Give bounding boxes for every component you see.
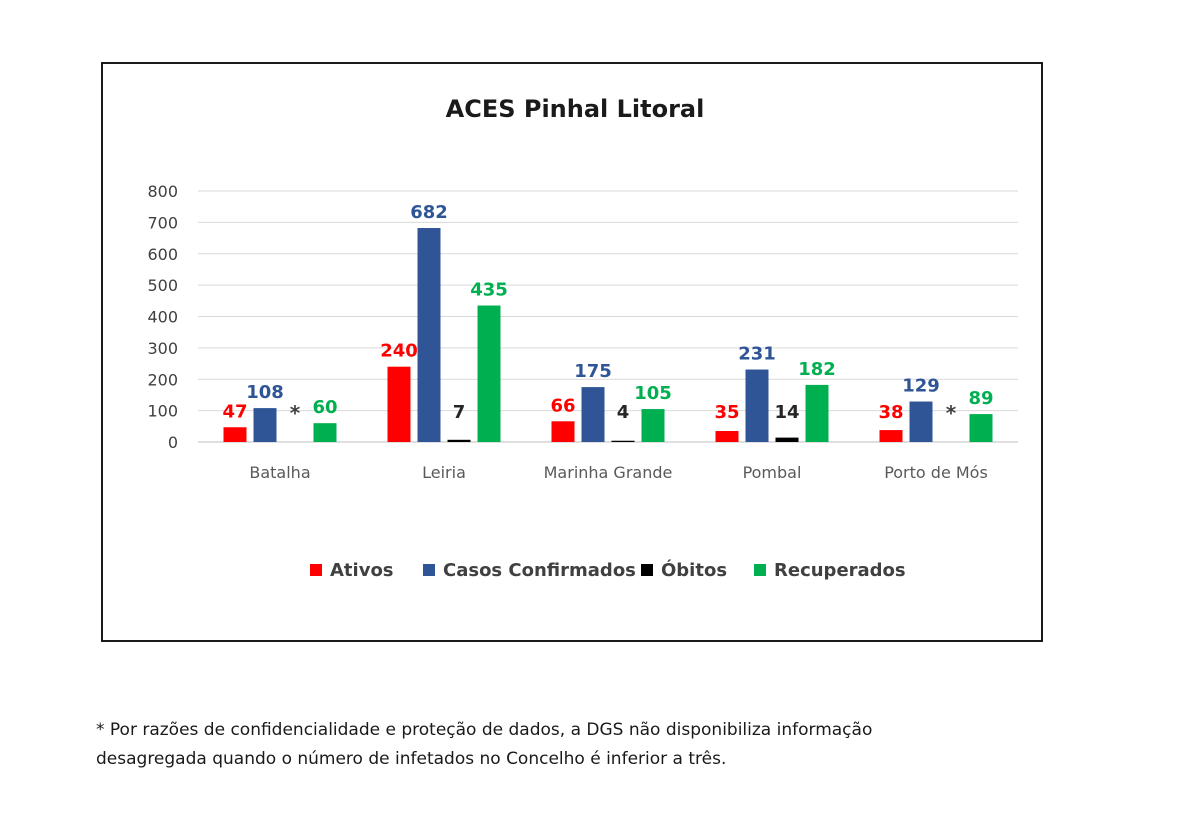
data-label: 231 bbox=[738, 344, 776, 365]
bar-casos-confirmados bbox=[253, 408, 277, 442]
data-label: 240 bbox=[380, 341, 418, 362]
x-tick-label: Pombal bbox=[743, 463, 802, 482]
y-tick-label: 300 bbox=[147, 339, 178, 358]
bar-recuperados bbox=[805, 384, 829, 442]
bar-casos-confirmados bbox=[417, 228, 441, 442]
x-tick-label: Marinha Grande bbox=[544, 463, 673, 482]
data-label: 66 bbox=[550, 395, 575, 416]
data-label: 14 bbox=[774, 402, 799, 423]
footnote-line-1: * Por razões de confidencialidade e prot… bbox=[96, 720, 873, 740]
bar-recuperados bbox=[477, 305, 501, 442]
bar-recuperados bbox=[641, 409, 665, 442]
bar-casos-confirmados bbox=[745, 369, 769, 442]
data-label: 7 bbox=[453, 402, 466, 423]
x-axis: Batalha Leiria Marinha Grande Pombal Porto d… bbox=[249, 463, 987, 482]
data-label: 89 bbox=[968, 388, 993, 409]
legend: Ativos Casos Confirmados Óbitos Recuperados bbox=[310, 559, 906, 581]
legend-swatch bbox=[641, 564, 653, 576]
suppressed-marker: * bbox=[290, 401, 301, 425]
bar-ativos bbox=[879, 430, 903, 442]
chart-title: ACES Pinhal Litoral bbox=[446, 95, 705, 123]
bar-recuperados bbox=[969, 414, 993, 442]
y-tick-label: 700 bbox=[147, 213, 178, 232]
data-label: 60 bbox=[312, 397, 337, 418]
gridlines bbox=[198, 190, 1018, 443]
chart-frame: ACES Pinhal Litoral 0 100 200 300 400 500 600 7… bbox=[101, 62, 1043, 642]
suppressed-marker: * bbox=[946, 401, 957, 425]
data-label: 35 bbox=[714, 402, 739, 423]
y-tick-label: 0 bbox=[168, 433, 178, 452]
y-tick-label: 200 bbox=[147, 370, 178, 389]
bars bbox=[223, 228, 993, 442]
bar-casos-confirmados bbox=[909, 401, 933, 442]
legend-swatch bbox=[310, 564, 322, 576]
data-label: 4 bbox=[617, 402, 630, 423]
bar-óbitos bbox=[611, 440, 635, 442]
legend-label: Recuperados bbox=[774, 560, 906, 581]
footnote: * Por razões de confidencialidade e prot… bbox=[96, 716, 1096, 774]
data-label: 175 bbox=[574, 361, 612, 382]
y-tick-label: 100 bbox=[147, 402, 178, 421]
bar-casos-confirmados bbox=[581, 387, 605, 442]
bar-ativos bbox=[551, 421, 575, 442]
data-label: 108 bbox=[246, 382, 284, 403]
y-tick-label: 600 bbox=[147, 245, 178, 264]
bar-óbitos bbox=[775, 437, 799, 442]
bar-ativos bbox=[387, 366, 411, 442]
legend-label: Ativos bbox=[330, 560, 394, 581]
legend-label: Casos Confirmados bbox=[443, 560, 636, 581]
data-label: 182 bbox=[798, 359, 836, 380]
y-tick-label: 400 bbox=[147, 308, 178, 327]
legend-swatch bbox=[423, 564, 435, 576]
bar-recuperados bbox=[313, 423, 337, 442]
y-tick-label: 500 bbox=[147, 276, 178, 295]
data-label: 682 bbox=[410, 202, 448, 223]
data-label: 38 bbox=[878, 402, 903, 423]
y-tick-label: 800 bbox=[147, 182, 178, 201]
x-tick-label: Batalha bbox=[249, 463, 310, 482]
data-label: 47 bbox=[222, 401, 247, 422]
data-label: 435 bbox=[470, 280, 508, 301]
data-label: 129 bbox=[902, 376, 940, 397]
x-tick-label: Porto de Mós bbox=[884, 463, 988, 482]
bar-óbitos bbox=[447, 439, 471, 442]
x-tick-label: Leiria bbox=[422, 463, 466, 482]
y-axis: 0 100 200 300 400 500 600 700 800 bbox=[147, 182, 178, 452]
bar-ativos bbox=[223, 427, 247, 442]
legend-label: Óbitos bbox=[661, 559, 727, 581]
data-label: 105 bbox=[634, 383, 672, 404]
footnote-line-2: desagregada quando o número de infetados… bbox=[96, 749, 727, 769]
bar-ativos bbox=[715, 431, 739, 442]
chart-svg: ACES Pinhal Litoral 0 100 200 300 400 500 600 7… bbox=[147, 95, 1018, 581]
legend-swatch bbox=[754, 564, 766, 576]
